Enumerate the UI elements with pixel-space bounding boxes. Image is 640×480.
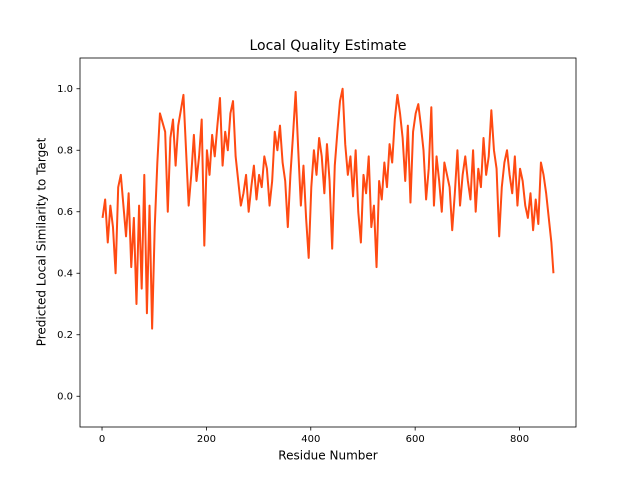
y-tick-label: 0.8 xyxy=(57,145,73,156)
x-tick-label: 400 xyxy=(301,434,320,445)
y-tick-label: 0.2 xyxy=(57,330,73,341)
plot-frame xyxy=(79,57,577,428)
y-tick-label: 0.4 xyxy=(57,268,73,279)
x-tick-label: 0 xyxy=(99,434,105,445)
y-axis-label: Predicted Local Similarity to Target xyxy=(35,137,49,346)
x-tick-label: 800 xyxy=(510,434,529,445)
chart-title: Local Quality Estimate xyxy=(249,38,406,54)
y-tick-label: 1.0 xyxy=(57,84,73,95)
y-tick-label: 0.0 xyxy=(57,391,73,402)
x-tick-label: 200 xyxy=(197,434,216,445)
y-tick-label: 0.6 xyxy=(57,207,73,218)
x-tick-label: 600 xyxy=(406,434,425,445)
x-axis-label: Residue Number xyxy=(278,449,377,463)
data-line xyxy=(101,87,555,330)
